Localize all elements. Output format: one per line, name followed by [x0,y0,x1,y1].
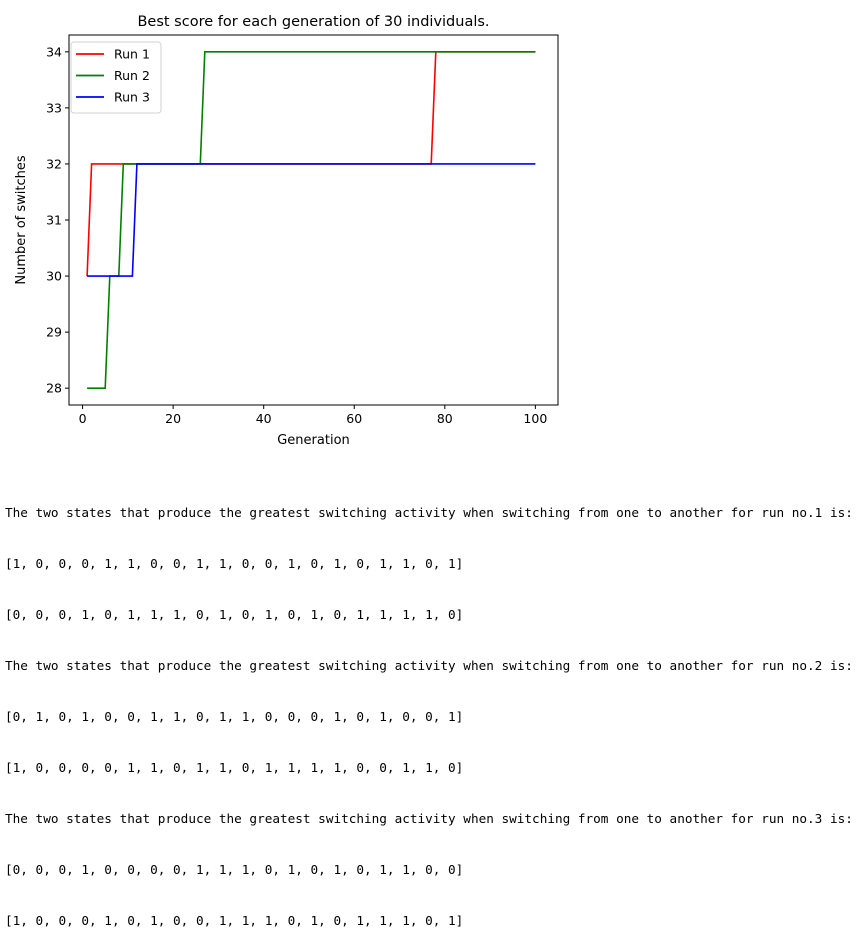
x-tick-label: 80 [437,411,453,426]
y-tick-label: 30 [46,269,62,284]
x-tick-label: 60 [346,411,362,426]
y-tick-label: 32 [46,156,62,171]
cell-output: The two states that produce the greatest… [5,470,853,946]
legend-label: Run 3 [114,90,150,105]
output-line: The two states that produce the greatest… [5,658,853,673]
legend-box [70,41,162,114]
y-tick-label: 34 [46,44,62,59]
chart-title: Best score for each generation of 30 ind… [137,14,489,30]
x-tick-label: 20 [165,411,181,426]
y-axis-label: Number of switches [14,155,29,285]
legend-label: Run 1 [114,47,150,62]
output-line: [0, 0, 0, 1, 0, 1, 1, 1, 0, 1, 0, 1, 0, … [5,607,464,622]
y-tick-label: 28 [46,381,62,396]
series-line-run-2 [87,50,536,390]
x-tick-label: 0 [79,411,87,426]
output-line: [0, 0, 0, 1, 0, 0, 0, 0, 1, 1, 1, 0, 1, … [5,862,464,877]
x-axis-label: Generation [277,433,350,448]
x-tick-label: 40 [256,411,272,426]
y-tick-label: 31 [46,213,62,228]
output-line: [1, 0, 0, 0, 0, 1, 1, 0, 1, 1, 0, 1, 1, … [5,760,464,775]
output-line: [0, 1, 0, 1, 0, 0, 1, 1, 0, 1, 1, 0, 0, … [5,709,464,724]
y-tick-label: 33 [46,100,62,115]
series-line-run-3 [87,163,536,277]
output-line: The two states that produce the greatest… [5,505,853,520]
output-line: [1, 0, 0, 0, 1, 0, 1, 0, 0, 1, 1, 1, 0, … [5,913,464,928]
legend-label: Run 2 [114,68,150,83]
x-tick-label: 100 [523,411,547,426]
output-line: The two states that produce the greatest… [5,811,853,826]
line-chart: Best score for each generation of 30 ind… [14,14,559,448]
output-line: [1, 0, 0, 0, 1, 1, 0, 0, 1, 1, 0, 0, 1, … [5,556,464,571]
y-tick-label: 29 [46,325,62,340]
